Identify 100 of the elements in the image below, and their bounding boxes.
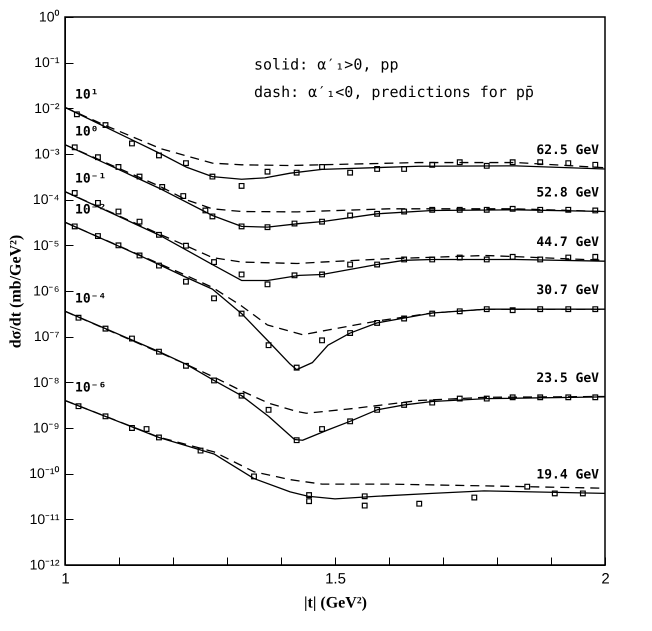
- y-tick-label: 10⁻¹²: [30, 556, 60, 572]
- point: [401, 256, 408, 262]
- point: [510, 394, 516, 400]
- point: [401, 402, 408, 408]
- point: [319, 337, 325, 344]
- y-tick-label: 10⁻¹¹: [30, 510, 60, 527]
- point: [319, 218, 325, 225]
- y-tick-label: 10⁻⁶: [33, 282, 60, 298]
- point: [136, 174, 142, 180]
- point: [294, 437, 300, 444]
- annotation: 62.5 GeV: [536, 142, 600, 158]
- point: [524, 484, 530, 490]
- point: [484, 306, 490, 312]
- point: [129, 140, 135, 146]
- point: [294, 364, 300, 371]
- point: [136, 252, 142, 258]
- point: [401, 208, 408, 214]
- annotation: dash: α′₁<0, predictions for pp̄: [254, 83, 534, 102]
- point: [592, 208, 598, 214]
- y-tick-label: 10⁻⁵: [33, 236, 60, 253]
- annotation: 10⁻¹: [75, 172, 106, 187]
- point: [537, 256, 544, 262]
- point: [374, 166, 380, 172]
- annotation: 10⁻²: [75, 202, 106, 218]
- annotation: 10⁰: [75, 124, 98, 140]
- y-axis-title: dσ/dt (mb/GeV²): [7, 234, 24, 348]
- point: [94, 233, 101, 239]
- point: [374, 406, 380, 413]
- point: [319, 426, 325, 432]
- point: [347, 330, 354, 336]
- annotation: 30.7 GeV: [536, 283, 600, 298]
- point: [374, 320, 380, 326]
- point: [180, 193, 186, 199]
- point: [129, 425, 135, 431]
- point: [484, 162, 490, 169]
- point: [72, 223, 78, 230]
- point: [347, 262, 354, 268]
- point: [116, 164, 122, 170]
- point: [159, 184, 166, 190]
- x-tick-label: 2: [601, 570, 610, 588]
- point: [319, 272, 325, 278]
- x-tick-label: 1.5: [325, 570, 346, 588]
- point: [202, 208, 208, 214]
- point: [510, 206, 516, 212]
- point: [362, 493, 368, 500]
- point: [347, 418, 354, 424]
- annotation: 10⁻⁴: [75, 291, 106, 306]
- point: [292, 220, 298, 226]
- point: [72, 144, 78, 150]
- point: [565, 306, 572, 312]
- point: [537, 159, 544, 166]
- point: [76, 403, 82, 410]
- point: [429, 206, 436, 213]
- point: [456, 396, 463, 402]
- point: [565, 160, 572, 166]
- annotation: 10⁻⁶: [75, 380, 106, 396]
- point: [456, 308, 463, 314]
- y-tick-label: 10⁻²: [34, 100, 60, 116]
- point: [156, 232, 162, 238]
- x-axis-title: |t| (GeV²): [304, 594, 367, 612]
- point: [592, 162, 598, 168]
- point: [484, 206, 490, 213]
- point: [238, 392, 245, 399]
- point: [209, 174, 216, 180]
- point: [456, 159, 463, 166]
- point: [565, 206, 572, 213]
- point: [374, 210, 380, 217]
- point: [347, 170, 354, 176]
- point: [211, 378, 217, 384]
- point: [183, 242, 189, 249]
- point: [565, 254, 572, 260]
- point: [552, 490, 558, 496]
- point: [156, 152, 162, 158]
- point: [510, 307, 516, 314]
- y-tick-label: 10⁻¹: [34, 54, 60, 70]
- y-tick-label: 10⁰: [38, 8, 60, 24]
- point: [238, 310, 245, 317]
- point: [484, 396, 490, 402]
- point: [537, 206, 544, 213]
- point: [429, 256, 436, 262]
- y-tick-label: 10⁻³: [34, 146, 60, 162]
- point: [136, 218, 142, 225]
- point: [429, 310, 436, 317]
- point: [209, 213, 216, 220]
- point: [211, 295, 217, 302]
- point: [116, 242, 122, 248]
- point: [264, 281, 270, 288]
- point: [102, 413, 108, 420]
- point: [74, 111, 80, 118]
- point: [211, 259, 217, 266]
- point: [102, 122, 108, 128]
- annotation: 19.4 GeV: [536, 467, 600, 482]
- point: [156, 262, 162, 269]
- point: [264, 168, 270, 175]
- point: [456, 206, 463, 213]
- y-tick-label: 10⁻⁷: [34, 328, 60, 344]
- point: [292, 272, 298, 278]
- point: [347, 212, 354, 218]
- point: [183, 160, 189, 166]
- y-tick-label: 10⁻¹⁰: [29, 465, 60, 482]
